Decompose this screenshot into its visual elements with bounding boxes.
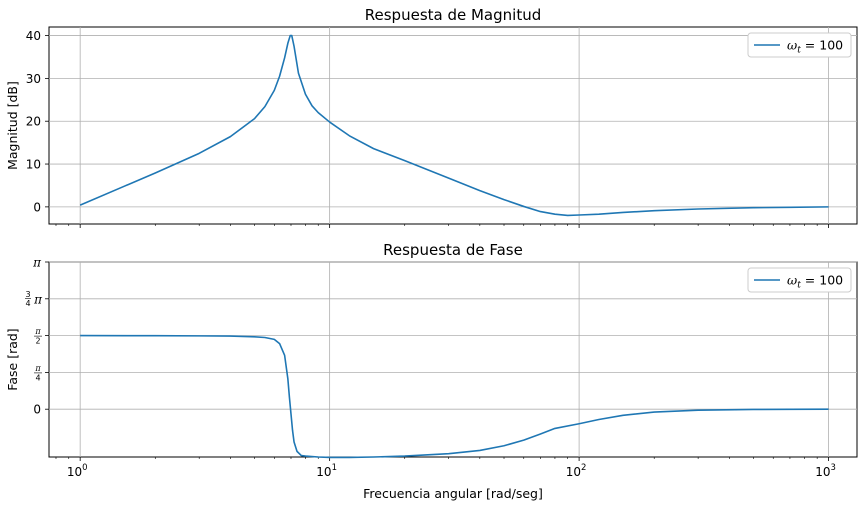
magnitude-legend-subscript: t (797, 46, 801, 56)
y-tick-denominator: 2 (35, 337, 40, 346)
y-tick-numerator: π (34, 327, 41, 336)
magnitude-legend-omega: ω (787, 38, 797, 53)
y-tick-label: π2 (34, 327, 42, 346)
phase-legend-value: = 100 (801, 273, 843, 288)
magnitude-y-ticks: 0 10 20 30 40 (26, 29, 49, 214)
y-tick-label: 0 (33, 200, 41, 214)
y-tick-label: 0 (33, 403, 41, 417)
phase-series-line (80, 334, 829, 459)
x-tick-label: 100 (67, 463, 88, 479)
phase-x-axis-label: Frecuencia angular [rad/seg] (363, 486, 543, 501)
phase-x-ticks: 100 101 102 103 (55, 457, 836, 479)
y-tick-pi: π (33, 292, 43, 306)
magnitude-legend-value: = 100 (801, 38, 843, 53)
y-tick-denominator: 4 (35, 373, 40, 382)
phase-legend-subscript: t (797, 281, 801, 291)
x-tick-exponent: 3 (831, 463, 836, 473)
magnitude-title: Respuesta de Magnitud (365, 6, 541, 24)
magnitude-series-line (79, 34, 829, 217)
magnitude-legend: ωt = 100 (747, 32, 852, 58)
magnitude-legend-box (747, 32, 852, 58)
phase-plot-area (48, 261, 858, 458)
x-tick-exponent: 0 (82, 463, 87, 473)
y-tick-label: π4 (34, 364, 42, 382)
y-tick-numerator: π (34, 364, 41, 373)
y-tick-numerator: 3 (25, 290, 30, 299)
x-tick-exponent: 2 (581, 463, 586, 473)
x-tick-label: 102 (566, 463, 587, 479)
x-tick-base: 10 (316, 465, 331, 479)
y-tick-label: 20 (26, 115, 41, 129)
x-tick-base: 10 (566, 465, 581, 479)
y-tick-label: 34 π (25, 290, 43, 308)
y-tick-label: 10 (26, 158, 41, 172)
magnitude-grid (49, 27, 857, 224)
x-tick-exponent: 1 (332, 463, 337, 473)
magnitude-legend-label: ωt = 100 (787, 38, 843, 56)
magnitude-x-ticks (55, 224, 829, 228)
x-tick-label: 101 (316, 463, 337, 479)
y-tick-label: 40 (26, 29, 41, 43)
magnitude-panel: 0 10 20 30 40 Respuesta de Magnitud Magnitud… (5, 6, 858, 228)
phase-legend-box (747, 267, 852, 293)
x-tick-base: 10 (67, 465, 82, 479)
phase-title: Respuesta de Fase (383, 241, 523, 259)
x-tick-label: 103 (815, 463, 836, 479)
x-tick-base: 10 (815, 465, 830, 479)
y-tick-denominator: 4 (25, 299, 30, 308)
magnitude-y-axis-label: Magnitud [dB] (5, 81, 20, 170)
phase-legend-label: ωt = 100 (787, 273, 843, 291)
phase-legend-omega: ω (787, 273, 797, 288)
y-tick-label: π (32, 256, 42, 270)
phase-y-axis-label: Fase [rad] (5, 328, 20, 390)
magnitude-plot-area (48, 26, 858, 225)
y-tick-label: 30 (26, 72, 41, 86)
phase-legend: ωt = 100 (747, 267, 852, 293)
